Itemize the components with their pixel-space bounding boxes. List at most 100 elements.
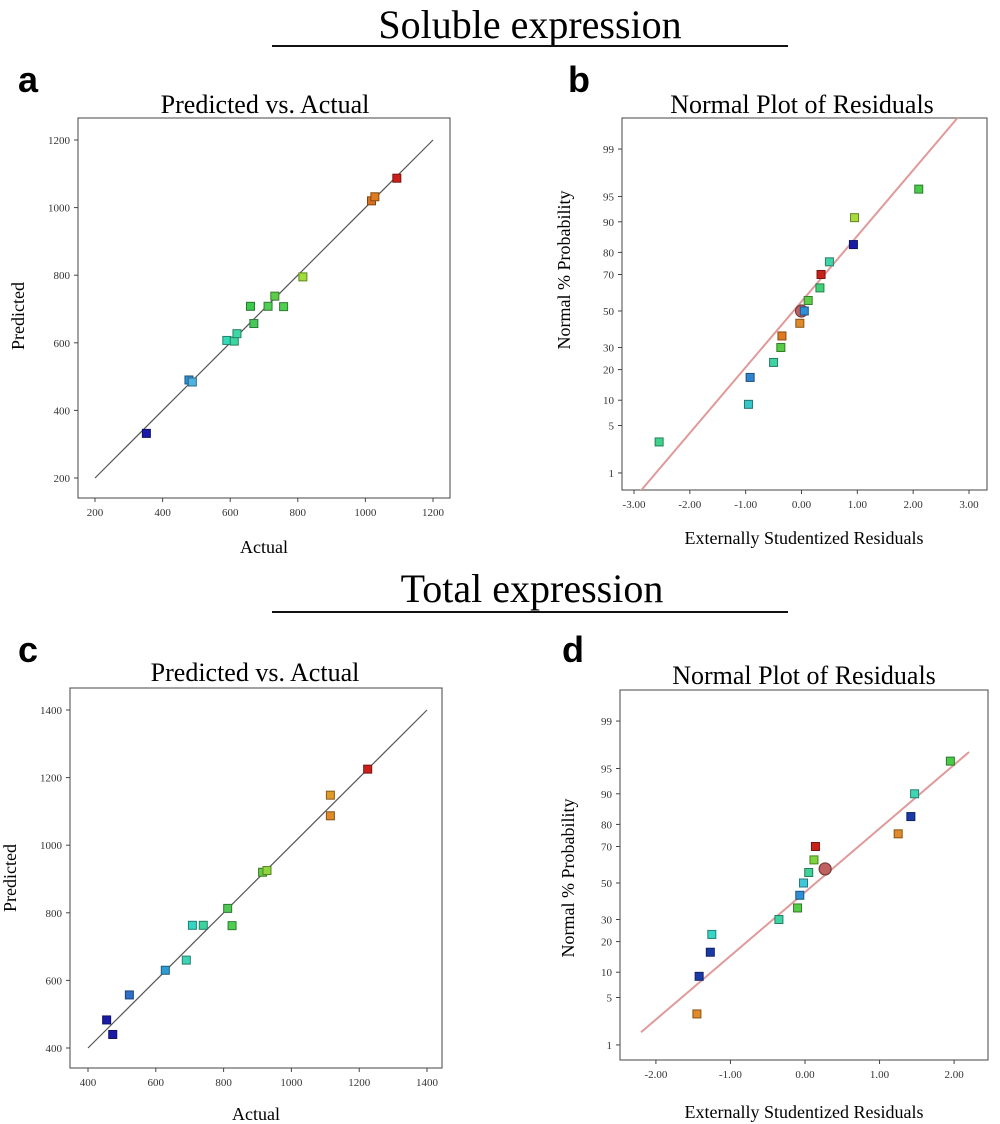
panel-a-xlabel: Actual [240, 537, 288, 557]
panel-a-ytick-label: 400 [54, 405, 71, 417]
panel-a-data-point [141, 428, 151, 438]
panel-a-letter: a [18, 59, 39, 100]
panel-c-data-point [223, 903, 233, 913]
panel-d-data-point [910, 789, 920, 799]
panel-b-ytick-label: 80 [603, 247, 615, 259]
panel-a-ytick-label: 1000 [48, 203, 71, 215]
panel-b-data-point [816, 269, 826, 279]
panel-b-xtick-label: -2.00 [678, 499, 701, 511]
panel-b-xtick-label: 3.00 [959, 499, 979, 511]
panel-b-data-point [815, 283, 825, 293]
panel-d-data-point [692, 1009, 702, 1019]
panel-d-ytick-label: 20 [601, 937, 613, 949]
panel-c-data-point [108, 1029, 118, 1039]
panel-d-xtick-label: -2.00 [644, 1069, 667, 1081]
panel-c-data-point [325, 790, 335, 800]
panel-d-ytick-label: 30 [601, 915, 613, 927]
panel-d-ytick-label: 90 [601, 789, 613, 801]
panel-d-data-point [804, 867, 814, 877]
panel-b-ytick-label: 20 [603, 365, 615, 377]
panel-d-ylabel: Normal % Probability [558, 799, 578, 958]
panel-b-xtick-label: 1.00 [848, 499, 868, 511]
panel-d-data-point [774, 915, 784, 925]
panel-b-xtick-label: -3.00 [623, 499, 646, 511]
panel-b-ytick-label: 5 [609, 421, 615, 433]
panel-a-data-point [298, 272, 308, 282]
panel-a-data-point [249, 319, 259, 329]
panel-d-ytick-label: 50 [601, 878, 613, 890]
panel-d-title: Normal Plot of Residuals [672, 661, 936, 690]
panel-b: b Normal Plot of Residuals Externally St… [554, 59, 988, 548]
panel-b-xtick-label: 2.00 [904, 499, 924, 511]
panel-c-xtick-label: 1200 [348, 1077, 371, 1089]
panel-b-ytick-label: 50 [603, 306, 615, 318]
panel-d-data-point [799, 878, 809, 888]
panel-b-data-point [654, 437, 664, 447]
panel-b-ytick-label: 70 [603, 269, 615, 281]
panel-c-ytick-label: 1200 [40, 773, 63, 785]
panel-a-data-point [270, 291, 280, 301]
panel-c-ytick-label: 800 [46, 908, 63, 920]
panel-a-data-point [245, 301, 255, 311]
panel-c-xtick-label: 800 [215, 1077, 232, 1089]
panel-c-ytick-label: 400 [46, 1043, 63, 1055]
panel-d-data-point [795, 890, 805, 900]
panel-a-ytick-label: 600 [54, 338, 71, 350]
panel-d-data-point [707, 929, 717, 939]
panel-b-ylabel: Normal % Probability [554, 191, 574, 350]
panel-a-data-point [232, 329, 242, 339]
panel-a-data-point [222, 335, 232, 345]
panel-b-data-point [799, 306, 809, 316]
panel-b-data-point [848, 240, 858, 250]
panel-c-data-point [227, 921, 237, 931]
panel-d-xtick-label: 0.00 [795, 1069, 815, 1081]
panel-d-data-point [810, 841, 820, 851]
panel-c-ylabel: Predicted [0, 844, 20, 912]
panel-d: d Normal Plot of Residuals Externally St… [558, 629, 989, 1122]
panel-d-ytick-label: 5 [607, 993, 613, 1005]
panel-a-xtick-label: 800 [290, 507, 307, 519]
panel-c-title: Predicted vs. Actual [151, 658, 360, 687]
panel-d-fit-line [640, 751, 970, 1034]
panel-c-data-point [325, 811, 335, 821]
panel-d-ytick-label: 70 [601, 841, 613, 853]
panel-d-data-point [793, 903, 803, 913]
panel-c-ytick-label: 1000 [40, 840, 63, 852]
panel-b-data-point [914, 184, 924, 194]
panel-c: c Predicted vs. Actual Actual Predicted … [0, 629, 443, 1124]
panel-d-ytick-label: 95 [601, 763, 613, 775]
panel-b-ytick-label: 1 [609, 468, 615, 480]
panel-c-xtick-label: 600 [148, 1077, 165, 1089]
panel-d-letter: d [562, 629, 584, 670]
panel-b-plot-area: -3.00 -2.00 -1.00 0.00 1.00 2.00 3.00 1 5 10 20 30 5… [603, 118, 979, 511]
panel-d-data-point [893, 829, 903, 839]
panel-d-data-point [945, 756, 955, 766]
panel-b-data-point [795, 318, 805, 328]
soluble-section-title: Soluble expression [378, 2, 681, 47]
panel-d-xlabel: Externally Studentized Residuals [685, 1102, 924, 1122]
panel-b-xtick-label: -1.00 [734, 499, 757, 511]
panel-d-data-point [809, 855, 819, 865]
panel-d-design-point [818, 862, 832, 876]
panel-a-data-point [392, 173, 402, 183]
panel-c-xlabel: Actual [232, 1104, 280, 1124]
panel-d-ytick-label: 80 [601, 819, 613, 831]
panel-a-xtick-label: 400 [154, 507, 171, 519]
panel-c-plot-area: 400 600 800 1000 1200 1400 400 600 800 1000 1200 14… [40, 705, 439, 1089]
panel-c-data-point [198, 920, 208, 930]
panel-b-data-point [777, 331, 787, 341]
panel-c-fit-line [87, 709, 428, 1049]
panel-a-data-point [370, 192, 380, 202]
panel-b-data-point [824, 257, 834, 267]
panel-d-data-point [694, 971, 704, 981]
panel-c-data-point [160, 965, 170, 975]
panel-a-xtick-label: 200 [87, 507, 104, 519]
panel-c-data-point [187, 920, 197, 930]
panel-b-data-point [776, 343, 786, 353]
panel-d-data-point [906, 812, 916, 822]
panel-b-ytick-label: 95 [603, 191, 615, 203]
panel-a: a Predicted vs. Actual Actual Predicted … [8, 59, 451, 557]
panel-a-ylabel: Predicted [8, 282, 28, 350]
panel-b-letter: b [568, 59, 590, 100]
panel-b-ytick-label: 99 [603, 144, 615, 156]
